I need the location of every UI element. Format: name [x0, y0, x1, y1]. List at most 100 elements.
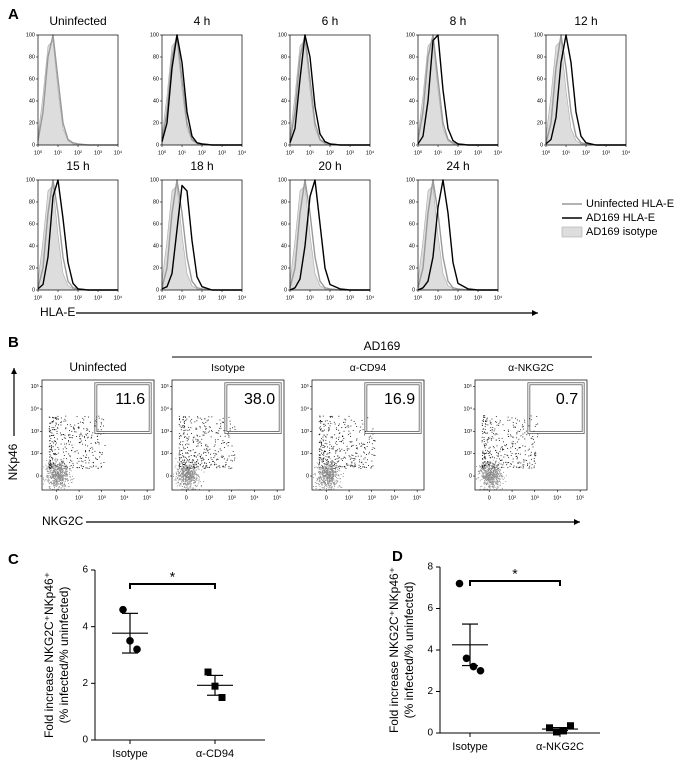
event-dot [56, 418, 57, 420]
event-dot [191, 483, 192, 485]
event-dot [479, 479, 481, 481]
event-dot [66, 458, 67, 460]
event-dot [195, 478, 197, 480]
event-dot [182, 479, 184, 481]
event-dot [68, 435, 70, 437]
event-dot [186, 472, 187, 473]
event-dot [85, 457, 87, 458]
event-dot [330, 484, 332, 486]
event-dot [60, 469, 62, 471]
event-dot [81, 460, 83, 462]
event-dot [50, 463, 52, 465]
event-dot [79, 436, 81, 437]
event-dot [327, 468, 329, 470]
event-dot [532, 443, 534, 445]
event-dot [60, 474, 61, 475]
event-dot [185, 469, 187, 471]
event-dot [192, 441, 194, 442]
event-dot [324, 482, 326, 484]
event-dot [522, 433, 524, 435]
event-dot [180, 466, 182, 468]
event-dot [63, 462, 65, 464]
event-dot [68, 441, 69, 443]
event-dot [510, 435, 512, 437]
event-dot [65, 420, 67, 422]
event-dot [489, 482, 491, 483]
event-dot [483, 488, 484, 490]
event-dot [327, 469, 328, 471]
event-dot [206, 420, 208, 422]
event-dot [490, 474, 492, 476]
event-dot [493, 478, 494, 480]
event-dot [486, 473, 488, 475]
event-dot [489, 463, 491, 465]
event-dot [56, 480, 58, 482]
event-dot [361, 420, 363, 421]
event-dot [350, 425, 352, 427]
event-dot [492, 459, 494, 461]
event-dot [188, 443, 190, 445]
event-dot [321, 438, 322, 440]
event-dot [185, 437, 187, 439]
event-dot [189, 480, 190, 482]
event-dot [195, 473, 197, 475]
event-dot [50, 482, 52, 483]
event-dot [179, 464, 180, 466]
event-dot [195, 488, 197, 490]
event-dot [335, 483, 337, 484]
event-dot [58, 486, 60, 488]
event-dot [180, 457, 182, 459]
event-dot [338, 457, 340, 459]
event-dot [330, 487, 332, 489]
x-tick-label: 10² [75, 495, 83, 501]
event-dot [95, 457, 96, 459]
event-dot [328, 456, 330, 457]
event-dot [371, 449, 373, 450]
event-dot [54, 452, 56, 454]
event-dot [484, 445, 485, 447]
event-dot [361, 445, 363, 447]
y-tick-label: 10² [161, 451, 169, 457]
event-dot [100, 462, 102, 464]
event-dot [69, 476, 71, 478]
event-dot [206, 445, 208, 447]
event-dot [325, 456, 327, 458]
event-dot [75, 431, 77, 433]
x-tick-label: 10⁴ [390, 494, 399, 501]
event-dot [191, 462, 193, 464]
event-dot [332, 477, 334, 479]
event-dot [325, 484, 326, 486]
event-dot [179, 484, 181, 485]
event-dot [365, 462, 367, 463]
event-dot [484, 482, 486, 483]
event-dot [495, 468, 496, 470]
event-dot [209, 448, 211, 450]
event-dot [45, 464, 47, 466]
event-dot [88, 431, 90, 432]
event-dot [188, 473, 189, 475]
event-dot [492, 487, 494, 489]
event-dot [85, 439, 86, 441]
event-dot [485, 432, 486, 434]
event-dot [189, 486, 191, 488]
event-dot [325, 463, 327, 464]
event-dot [496, 455, 498, 456]
event-dot [183, 483, 184, 485]
y-axis-label: (% infected/% uninfected) [402, 582, 416, 719]
event-dot [183, 466, 184, 468]
event-dot [476, 466, 477, 467]
y-tick-label: 20 [409, 265, 415, 271]
event-dot [198, 476, 200, 477]
event-dot [319, 477, 321, 479]
event-dot [220, 425, 222, 427]
event-dot [184, 467, 186, 469]
event-dot [230, 423, 231, 425]
event-dot [205, 452, 207, 453]
event-dot [493, 447, 495, 449]
event-dot [57, 481, 58, 483]
event-dot [181, 469, 183, 471]
event-dot [517, 430, 519, 432]
event-dot [218, 430, 220, 432]
event-dot [321, 483, 323, 485]
event-dot [182, 463, 183, 465]
